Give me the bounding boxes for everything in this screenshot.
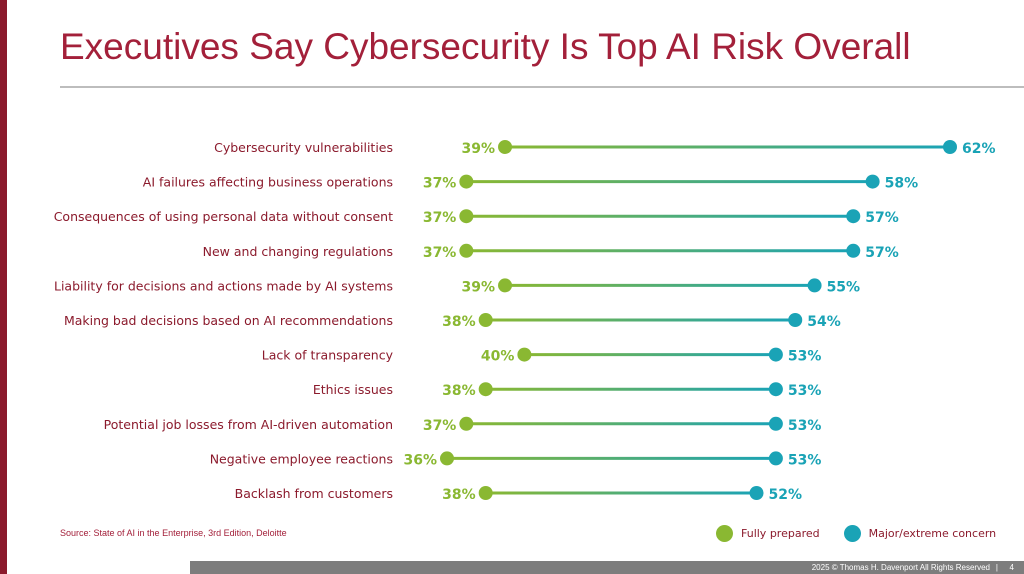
chart-row: New and changing regulations 37% 57% [203,243,899,261]
chart-row: Consequences of using personal data with… [54,209,899,226]
major-concern-data-label: 52% [769,487,803,503]
category-label: Liability for decisions and actions made… [54,278,393,293]
major-concern-data-label: 58% [885,176,919,192]
major-concern-point [807,278,822,293]
left-accent-bar [0,0,7,574]
fully-prepared-point [459,243,474,258]
fully-prepared-data-label: 38% [442,383,476,399]
footer-separator: | [995,563,998,572]
chart-row: AI failures affecting business operation… [143,174,919,192]
chart-row: Ethics issues 38% 53% [313,382,822,399]
chart-row: Cybersecurity vulnerabilities 39% 62% [214,140,996,157]
chart-legend: Fully prepared Major/extreme concern [716,523,1020,543]
fully-prepared-data-label: 37% [423,245,457,261]
source-note: Source: State of AI in the Enterprise, 3… [60,528,287,538]
major-concern-data-label: 57% [865,210,899,226]
major-concern-point [768,451,783,466]
major-concern-point [788,313,803,327]
major-concern-point [846,209,861,224]
fully-prepared-data-label: 37% [423,210,457,226]
major-concern-data-label: 62% [962,141,996,157]
major-concern-data-label: 57% [865,245,899,261]
category-label: Negative employee reactions [210,451,393,466]
fully-prepared-data-label: 37% [423,176,457,192]
fully-prepared-point [478,486,493,500]
fully-prepared-point [440,451,454,466]
page-number: 4 [1009,563,1014,572]
fully-prepared-data-label: 39% [462,279,496,295]
category-label: New and changing regulations [203,244,393,259]
fully-prepared-point [498,140,513,154]
fully-prepared-point [478,313,493,327]
chart-row: Making bad decisions based on AI recomme… [64,313,841,330]
copyright-text: 2025 © Thomas H. Davenport All Rights Re… [811,563,990,572]
fully-prepared-data-label: 40% [481,349,515,365]
fully-prepared-point [478,382,493,397]
chart-row: Negative employee reactions 36% 53% [210,451,822,468]
category-label: AI failures affecting business operation… [143,175,393,190]
category-label: Backlash from customers [235,486,393,501]
legend-label-major-concern: Major/extreme concern [868,526,997,540]
major-concern-data-label: 53% [788,418,822,434]
fully-prepared-data-label: 38% [442,314,476,330]
fully-prepared-point [498,278,513,293]
fully-prepared-point [517,347,532,362]
fully-prepared-point [459,174,474,189]
major-concern-data-label: 54% [807,314,841,330]
category-label: Making bad decisions based on AI recomme… [64,313,393,328]
chart-row: Potential job losses from AI-driven auto… [104,416,822,434]
legend-marker-major-concern [843,524,861,542]
fully-prepared-data-label: 37% [423,418,457,434]
category-label: Lack of transparency [262,348,394,363]
major-concern-point [943,140,957,154]
dumbbell-chart: Cybersecurity vulnerabilities 39% 62% AI fa… [54,140,996,503]
major-concern-point [768,382,783,397]
category-label: Potential job losses from AI-driven auto… [104,417,393,432]
fully-prepared-point [459,209,474,224]
legend-marker-fully-prepared [716,524,733,542]
chart-row: Backlash from customers 38% 52% [235,486,802,503]
fully-prepared-data-label: 39% [462,141,496,157]
major-concern-data-label: 53% [788,452,822,468]
chart-row: Lack of transparency 40% 53% [262,347,822,365]
major-concern-point [749,486,764,500]
major-concern-point [846,243,861,258]
fully-prepared-data-label: 38% [442,487,476,503]
title-divider [60,86,1024,88]
category-label: Consequences of using personal data with… [54,209,393,224]
major-concern-point [768,416,783,431]
category-label: Ethics issues [313,382,393,397]
category-label: Cybersecurity vulnerabilities [214,140,393,155]
footer-bar: 2025 © Thomas H. Davenport All Rights Re… [190,561,1024,574]
chart-row: Liability for decisions and actions made… [54,278,860,295]
legend-label-fully-prepared: Fully prepared [741,526,820,540]
fully-prepared-point [459,416,474,431]
major-concern-data-label: 55% [827,279,861,295]
fully-prepared-data-label: 36% [403,452,437,468]
major-concern-point [768,347,783,362]
slide-title: Executives Say Cybersecurity Is Top AI R… [60,26,911,67]
major-concern-point [865,174,880,189]
major-concern-data-label: 53% [788,349,822,365]
major-concern-data-label: 53% [788,383,822,399]
